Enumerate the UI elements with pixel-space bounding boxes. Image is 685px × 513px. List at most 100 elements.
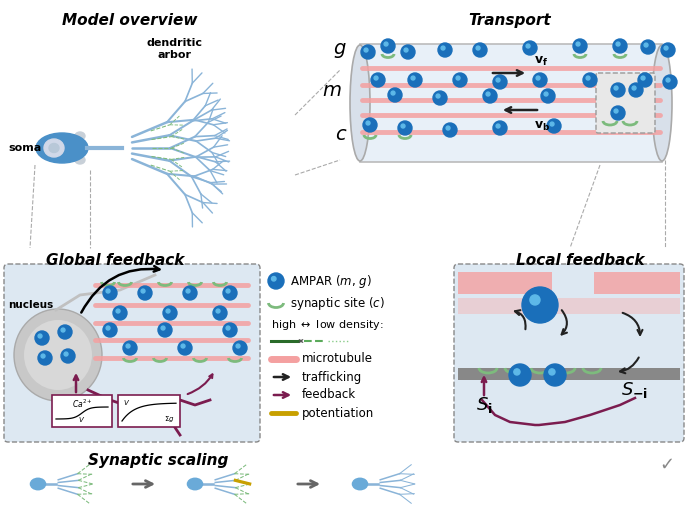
- Circle shape: [436, 94, 440, 98]
- Text: $Ca^{2+}$: $Ca^{2+}$: [72, 398, 92, 410]
- Circle shape: [166, 309, 170, 313]
- FancyBboxPatch shape: [596, 73, 655, 133]
- Circle shape: [364, 48, 368, 52]
- FancyBboxPatch shape: [52, 395, 112, 427]
- FancyBboxPatch shape: [118, 395, 180, 427]
- Circle shape: [573, 39, 587, 53]
- Circle shape: [522, 287, 558, 323]
- Text: $\mathbf{\mathit{g}}$: $\mathbf{\mathit{g}}$: [334, 41, 347, 60]
- Circle shape: [226, 326, 230, 330]
- Ellipse shape: [14, 309, 102, 401]
- Circle shape: [644, 43, 648, 47]
- Circle shape: [411, 76, 415, 80]
- Circle shape: [41, 354, 45, 358]
- Circle shape: [374, 76, 378, 80]
- Circle shape: [486, 92, 490, 96]
- Bar: [458, 298, 680, 314]
- Circle shape: [183, 286, 197, 300]
- Ellipse shape: [75, 156, 85, 164]
- Circle shape: [549, 369, 555, 375]
- Circle shape: [141, 289, 145, 293]
- Text: $V$: $V$: [78, 415, 86, 424]
- Text: $\mathbf{\mathit{c}}$: $\mathbf{\mathit{c}}$: [334, 126, 347, 145]
- Circle shape: [64, 352, 68, 356]
- Circle shape: [476, 46, 480, 50]
- Ellipse shape: [36, 133, 88, 163]
- Ellipse shape: [187, 478, 203, 490]
- Text: Transport: Transport: [469, 13, 551, 28]
- Circle shape: [58, 325, 72, 339]
- Circle shape: [661, 43, 675, 57]
- Circle shape: [181, 344, 185, 348]
- Text: $\mathbf{\mathit{S}_i}$: $\mathbf{\mathit{S}_i}$: [475, 395, 493, 415]
- Circle shape: [233, 341, 247, 355]
- Circle shape: [116, 309, 120, 313]
- Circle shape: [161, 326, 165, 330]
- Circle shape: [433, 91, 447, 105]
- Circle shape: [371, 73, 385, 87]
- Circle shape: [441, 46, 445, 50]
- Circle shape: [641, 40, 655, 54]
- Circle shape: [401, 45, 415, 59]
- Circle shape: [473, 43, 487, 57]
- Circle shape: [533, 73, 547, 87]
- Ellipse shape: [351, 478, 369, 490]
- Circle shape: [544, 364, 566, 386]
- Text: $\mathbf{v_b}$: $\mathbf{v_b}$: [534, 120, 550, 133]
- Circle shape: [213, 306, 227, 320]
- Circle shape: [493, 121, 507, 135]
- Circle shape: [446, 126, 450, 130]
- Circle shape: [61, 328, 65, 332]
- Ellipse shape: [350, 45, 370, 161]
- Ellipse shape: [44, 139, 64, 157]
- Circle shape: [453, 73, 467, 87]
- Circle shape: [632, 86, 636, 90]
- Circle shape: [178, 341, 192, 355]
- Circle shape: [514, 369, 520, 375]
- Circle shape: [186, 289, 190, 293]
- Circle shape: [483, 89, 497, 103]
- FancyBboxPatch shape: [4, 264, 260, 442]
- Circle shape: [550, 122, 554, 126]
- Bar: [458, 272, 680, 294]
- Ellipse shape: [75, 132, 85, 140]
- Circle shape: [576, 42, 580, 46]
- Circle shape: [523, 41, 537, 55]
- Circle shape: [544, 92, 548, 96]
- Circle shape: [163, 306, 177, 320]
- Circle shape: [547, 119, 561, 133]
- Text: Synaptic scaling: Synaptic scaling: [88, 453, 228, 468]
- Circle shape: [586, 76, 590, 80]
- Circle shape: [408, 73, 422, 87]
- Circle shape: [613, 39, 627, 53]
- Circle shape: [583, 73, 597, 87]
- Text: potentiation: potentiation: [302, 406, 374, 420]
- FancyBboxPatch shape: [454, 264, 684, 442]
- Circle shape: [398, 121, 412, 135]
- Text: feedback: feedback: [302, 388, 356, 402]
- Text: $\mathbf{v_f}$: $\mathbf{v_f}$: [534, 55, 548, 68]
- Circle shape: [664, 46, 668, 50]
- Circle shape: [138, 286, 152, 300]
- Circle shape: [236, 344, 240, 348]
- Text: $\mathbf{\mathit{S}_{-i}}$: $\mathbf{\mathit{S}_{-i}}$: [621, 380, 649, 400]
- Ellipse shape: [24, 320, 92, 390]
- Circle shape: [271, 277, 276, 281]
- Bar: [458, 368, 680, 380]
- Circle shape: [666, 78, 670, 82]
- Text: $\mathbf{\mathit{m}}$: $\mathbf{\mathit{m}}$: [323, 81, 342, 100]
- Text: soma: soma: [8, 143, 41, 153]
- Text: Local feedback: Local feedback: [516, 253, 645, 268]
- Ellipse shape: [49, 144, 59, 152]
- Text: synaptic site ($\mathit{c}$): synaptic site ($\mathit{c}$): [290, 294, 385, 311]
- Text: Model overview: Model overview: [62, 13, 198, 28]
- Circle shape: [526, 44, 530, 48]
- Circle shape: [61, 349, 75, 363]
- Circle shape: [401, 124, 405, 128]
- Circle shape: [641, 76, 645, 80]
- Bar: [552, 272, 594, 294]
- Circle shape: [614, 86, 618, 90]
- Text: microtubule: microtubule: [302, 352, 373, 365]
- Circle shape: [268, 273, 284, 289]
- Bar: [360, 44, 662, 162]
